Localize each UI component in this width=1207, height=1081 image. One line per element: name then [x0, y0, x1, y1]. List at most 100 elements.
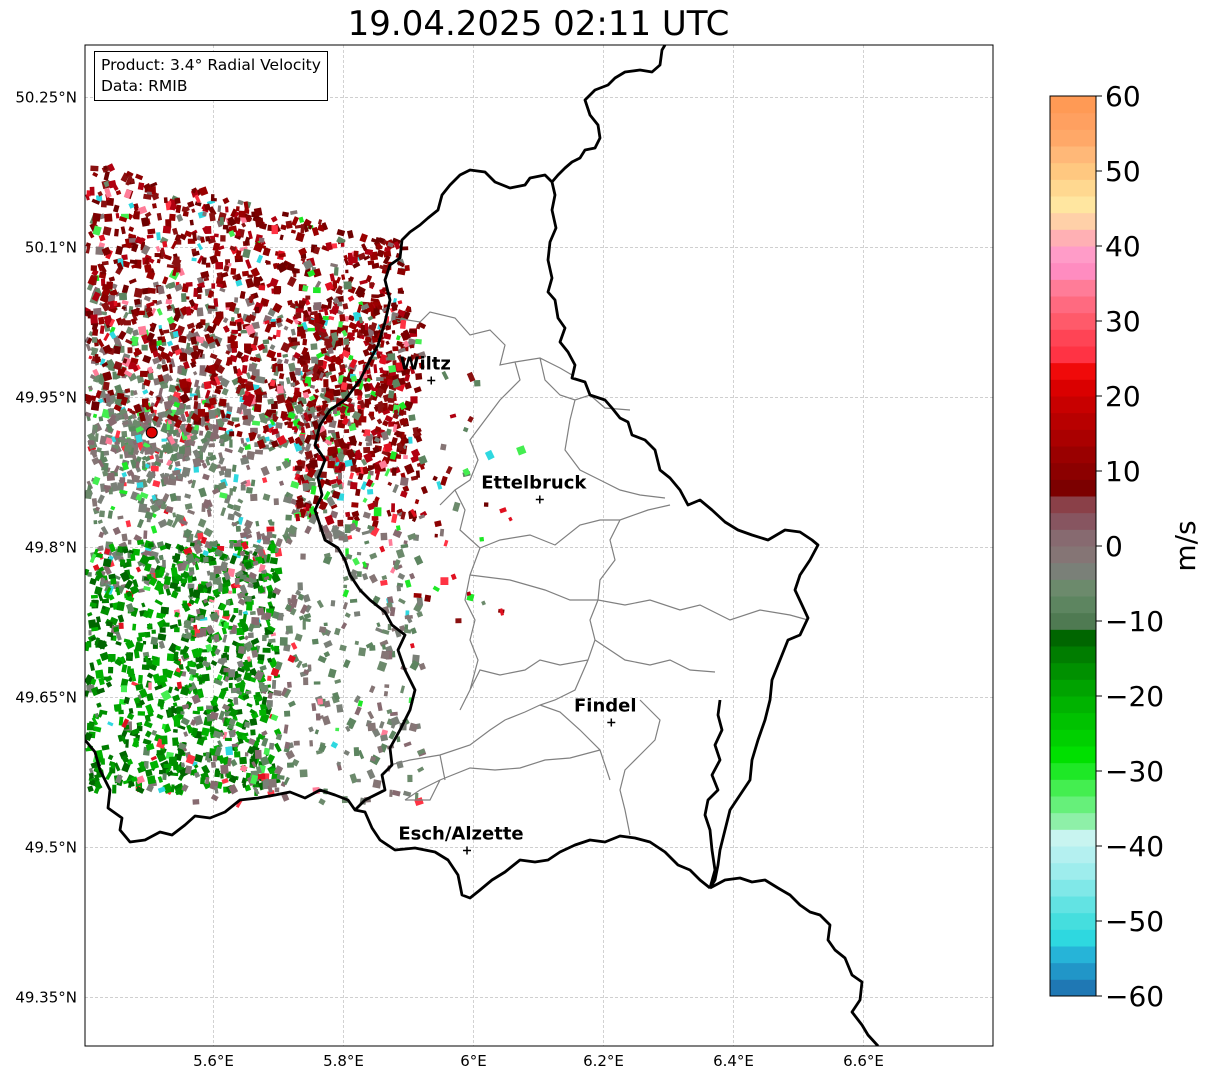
echo-pixel [328, 315, 335, 321]
echo-pixel [141, 344, 148, 351]
echo-pixel [262, 493, 271, 502]
echo-pixel [108, 276, 116, 282]
echo-pixel [276, 317, 282, 324]
echo-pixel [341, 274, 346, 280]
echo-pixel [146, 310, 154, 318]
echo-pixel [290, 642, 298, 650]
echo-pixel [244, 343, 252, 351]
echo-pixel [164, 353, 172, 364]
echo-pixel [162, 444, 168, 453]
echo-pixel [121, 299, 129, 306]
echo-pixel [408, 436, 413, 444]
echo-pixel [297, 582, 303, 591]
echo-pixel [209, 454, 217, 462]
echo-pixel [228, 225, 238, 233]
city-label: Esch/Alzette [398, 824, 523, 845]
echo-pixel [190, 361, 197, 368]
echo-pixel [270, 428, 279, 436]
echo-pixel [91, 451, 98, 459]
echo-pixel [383, 691, 389, 697]
echo-pixel [298, 247, 308, 256]
echo-pixel [382, 409, 391, 416]
colorbar-segment [1050, 879, 1096, 897]
echo-pixel [144, 730, 152, 738]
echo-pixel [130, 459, 137, 469]
echo-pixel [174, 427, 183, 434]
echo-pixel [242, 613, 247, 623]
echo-pixel [91, 291, 101, 302]
echo-pixel [337, 519, 344, 527]
echo-pixel [150, 402, 155, 407]
colorbar-segment [1050, 546, 1096, 564]
echo-pixel [200, 442, 209, 453]
echo-pixel [347, 295, 355, 302]
echo-pixel [358, 316, 363, 324]
echo-pixel [291, 426, 297, 430]
echo-pixel [159, 544, 167, 551]
echo-pixel [288, 700, 296, 708]
echo-pixel [229, 439, 233, 448]
echo-pixel [225, 413, 232, 419]
echo-pixel [205, 262, 211, 268]
echo-pixel [128, 549, 134, 554]
echo-pixel [323, 354, 333, 363]
echo-pixel [104, 187, 112, 198]
echo-pixel [95, 669, 104, 679]
country-border-north [550, 45, 667, 183]
echo-pixel [228, 302, 237, 313]
echo-pixel [276, 352, 282, 358]
echo-pixel [227, 420, 235, 427]
echo-pixel [302, 338, 308, 346]
echo-pixel [380, 340, 385, 348]
echo-pixel [150, 636, 159, 646]
colorbar-segment [1050, 179, 1096, 197]
echo-pixel [301, 284, 309, 292]
echo-pixel [142, 460, 146, 469]
echo-pixel [298, 216, 305, 224]
echo-pixel [172, 227, 179, 235]
echo-pixel [136, 539, 144, 546]
echo-pixel [197, 255, 204, 264]
echo-pixel [294, 224, 303, 229]
echo-pixel [184, 503, 193, 510]
echo-pixel [328, 363, 336, 373]
colorbar-tick-label: 10 [1105, 455, 1141, 488]
echo-pixel [181, 293, 187, 303]
echo-pixel [440, 577, 449, 586]
echo-pixel [93, 786, 100, 795]
echo-pixel [415, 470, 421, 478]
echo-pixel [178, 446, 186, 454]
echo-pixel [154, 252, 162, 258]
echo-pixel [288, 362, 297, 372]
echo-pixel [190, 412, 201, 423]
echo-pixel [197, 532, 204, 540]
echo-pixel [164, 669, 174, 679]
echo-pixel [266, 531, 273, 538]
echo-pixel [85, 242, 92, 248]
echo-pixel [171, 257, 182, 268]
echo-pixel [89, 186, 95, 196]
echo-pixel [119, 454, 123, 459]
echo-pixel [221, 627, 228, 635]
colorbar-segment [1050, 896, 1096, 914]
echo-pixel [316, 405, 322, 412]
echo-pixel [397, 347, 406, 354]
echo-pixel [90, 165, 99, 172]
echo-pixel [90, 636, 96, 642]
echo-pixel [158, 450, 164, 459]
echo-pixel [253, 241, 264, 253]
echo-pixel [101, 744, 110, 751]
lat-tick-label: 49.5°N [25, 839, 77, 857]
echo-pixel [89, 602, 97, 608]
echo-pixel [142, 442, 151, 449]
echo-pixel [174, 645, 182, 651]
colorbar-segment [1050, 262, 1096, 280]
echo-pixel [232, 504, 241, 512]
echo-pixel [239, 756, 247, 765]
echo-pixel [143, 193, 152, 200]
echo-pixel [483, 502, 489, 507]
echo-pixel [121, 718, 129, 729]
echo-pixel [161, 438, 168, 442]
echo-pixel [217, 754, 226, 765]
echo-pixel [113, 465, 121, 473]
